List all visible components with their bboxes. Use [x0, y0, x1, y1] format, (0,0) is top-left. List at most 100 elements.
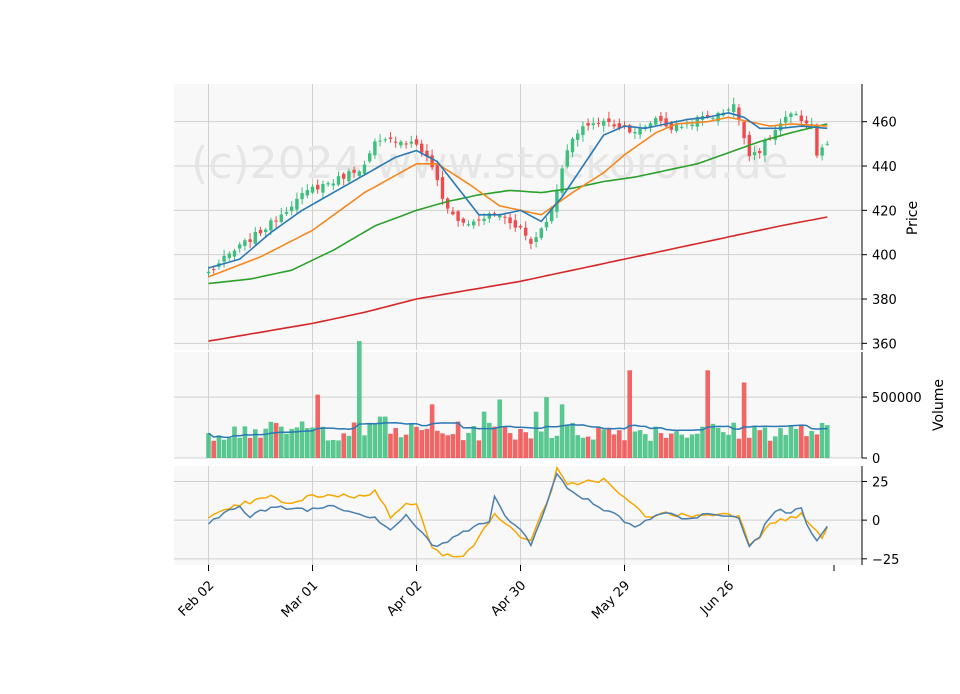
- volume-bar: [299, 421, 305, 458]
- volume-bar: [227, 438, 232, 458]
- price-ytick-label: 460: [872, 116, 897, 131]
- candle-body: [388, 137, 393, 139]
- price-ytick-label: 380: [872, 293, 897, 308]
- volume-bar: [455, 421, 461, 458]
- ma-slow-line: [208, 123, 828, 285]
- candle-body: [420, 143, 424, 153]
- candle-body: [555, 190, 559, 212]
- candle-body: [399, 141, 403, 146]
- candle-body: [456, 211, 460, 221]
- volume-bar: [814, 434, 820, 458]
- osc-ytick-label: 25: [872, 475, 889, 490]
- volume-bar: [372, 423, 378, 458]
- candle-body: [264, 229, 268, 233]
- volume-bar: [554, 435, 560, 458]
- candles: [206, 97, 829, 278]
- candle-body: [778, 123, 783, 131]
- candle-body: [648, 123, 653, 128]
- volume-bar: [497, 399, 502, 458]
- volume-bar: [643, 434, 648, 458]
- x-tick-label: Mar 01: [279, 578, 322, 621]
- candle-body: [820, 147, 824, 156]
- candle-body: [466, 224, 471, 226]
- candle-body: [591, 123, 595, 126]
- volume-bar: [507, 433, 513, 458]
- candle-body: [789, 113, 793, 118]
- volume-bar: [523, 432, 528, 458]
- ma-long-line: [208, 216, 828, 342]
- volume-bar: [315, 394, 320, 458]
- volume-bar: [773, 436, 778, 458]
- x-tick-label: Apr 30: [488, 578, 529, 619]
- volume-bar: [663, 437, 669, 458]
- volume-bar: [710, 423, 716, 458]
- volume-bar: [825, 425, 830, 458]
- volume-bar: [320, 426, 326, 458]
- volume-bar: [383, 416, 388, 458]
- candle-body: [737, 107, 741, 120]
- candle-body: [544, 222, 549, 228]
- volume-bar: [435, 430, 440, 458]
- volume-bar: [403, 434, 409, 458]
- candle-body: [300, 193, 304, 200]
- candle-body: [617, 123, 621, 129]
- volume-bar: [726, 434, 731, 458]
- volume-bar: [637, 430, 643, 458]
- volume-bar: [513, 439, 518, 458]
- volume-bar: [674, 431, 679, 458]
- candle-body: [232, 250, 237, 257]
- volume-bar: [409, 423, 414, 458]
- volume-ma-line: [208, 422, 828, 439]
- candle-body: [742, 121, 746, 139]
- candle-body: [342, 173, 346, 179]
- candle-body: [503, 216, 507, 218]
- volume-bar: [575, 435, 580, 458]
- volume-bar: [559, 404, 565, 458]
- candle-body: [794, 114, 798, 116]
- candle-body: [674, 124, 679, 132]
- volume-bar: [705, 370, 710, 458]
- volume-bar: [804, 436, 809, 458]
- volume-bar: [767, 440, 773, 458]
- volume-bar: [273, 423, 279, 458]
- watermark: (c)2024 www.stockoroid.de: [191, 138, 789, 189]
- candle-body: [706, 114, 710, 117]
- volume-bar: [539, 431, 544, 458]
- candle-body: [394, 141, 398, 143]
- candle-body: [570, 138, 575, 153]
- volume-bar: [783, 434, 788, 458]
- volume-bar: [487, 422, 492, 458]
- volume-bar: [263, 428, 268, 458]
- volume-bar: [793, 429, 799, 458]
- candle-body: [716, 112, 720, 122]
- candle-body: [576, 133, 580, 140]
- candle-body: [295, 198, 299, 210]
- candle-body: [680, 126, 684, 128]
- volume-axis-label: Volume: [931, 379, 947, 431]
- candle-body: [596, 122, 601, 124]
- candle-body: [529, 238, 533, 244]
- volume-bar: [284, 433, 289, 458]
- volume-bar: [684, 437, 690, 458]
- osc-ytick-label: −25: [872, 553, 899, 568]
- candle-body: [274, 220, 278, 222]
- volume-bar: [471, 426, 476, 458]
- price-ytick-label: 360: [872, 337, 897, 352]
- volume-bar: [601, 429, 606, 458]
- volume-bar: [325, 440, 331, 458]
- candle-body: [654, 118, 658, 125]
- candle-body: [440, 177, 445, 199]
- candle-body: [321, 184, 325, 193]
- price-panel-bg: [174, 84, 862, 350]
- oscillator-line-b: [208, 465, 828, 558]
- volume-bar: [279, 426, 284, 458]
- volume-bar: [450, 434, 456, 458]
- candle-body: [373, 141, 377, 156]
- volume-bar: [731, 422, 736, 458]
- candle-body: [518, 225, 523, 228]
- candle-body: [347, 171, 351, 182]
- candle-body: [253, 231, 257, 244]
- price-axis-label: Price: [905, 201, 921, 235]
- volume-bar: [788, 425, 794, 458]
- volume-bar: [357, 341, 362, 458]
